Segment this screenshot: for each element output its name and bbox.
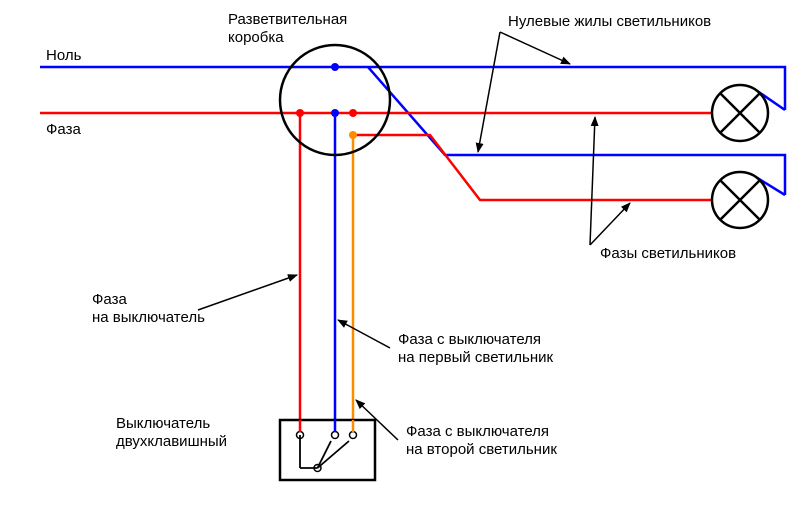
neutral-wire-main — [40, 67, 785, 110]
junction-nodes — [296, 63, 357, 139]
junction-box-label: Разветвительная коробка — [228, 11, 351, 46]
switch-to-lamp2-label: Фаза с выключателя на второй светильник — [406, 423, 557, 458]
lamp-2-icon — [712, 172, 768, 228]
callout-arrows — [198, 32, 630, 440]
lamp-neutrals-label: Нулевые жилы светильников — [508, 13, 711, 30]
switch-label: Выключатель двухклавишный — [116, 415, 227, 450]
wiring-diagram: Ноль Фаза Разветвительная коробка Нулевые… — [0, 0, 800, 522]
lamp-phases-label: Фазы светильников — [600, 245, 736, 262]
phase-to-switch-label: Фаза на выключатель — [92, 291, 205, 326]
two-key-switch-icon — [280, 420, 375, 480]
switch-to-lamp1-label: Фаза с выключателя на первый светильник — [398, 331, 554, 366]
neutral-label: Ноль — [46, 47, 82, 64]
lamp-1-icon — [712, 85, 768, 141]
phase-wire-lamp2 — [353, 135, 712, 200]
phase-label: Фаза — [46, 121, 81, 138]
